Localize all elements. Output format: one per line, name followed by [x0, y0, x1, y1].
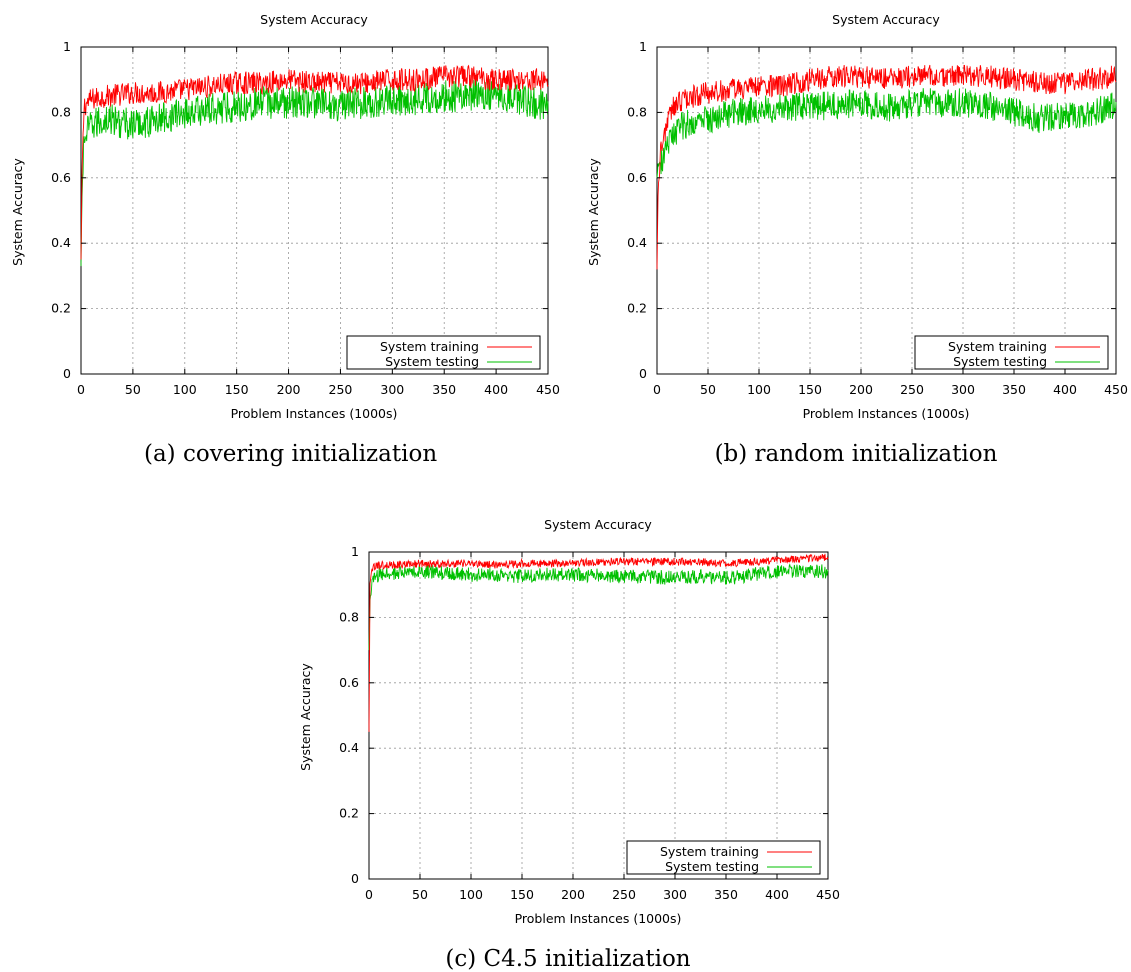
legend-label: System testing: [385, 354, 479, 369]
caption-b: (b) random initialization: [714, 441, 998, 467]
series-layer: [80, 64, 549, 267]
x-tick-label: 400: [1053, 382, 1077, 397]
chart-title: System Accuracy: [544, 517, 652, 532]
y-tick-label: 0.8: [627, 104, 647, 119]
x-tick-label: 200: [561, 887, 585, 902]
series-line-training: [80, 64, 549, 260]
y-tick-label: 1: [639, 39, 647, 54]
legend-label: System testing: [665, 859, 759, 874]
x-tick-label: 400: [765, 887, 789, 902]
series-layer: [368, 553, 829, 732]
x-tick-label: 400: [484, 382, 508, 397]
legend-label: System training: [660, 844, 759, 859]
x-tick-label: 200: [849, 382, 873, 397]
y-tick-label: 0.8: [339, 609, 359, 624]
series-line-testing: [368, 563, 829, 651]
legend-box: [914, 335, 1109, 370]
chart-b-svg: System Accuracy 0 50 100 150 200 250 300 350 400…: [586, 12, 1128, 421]
y-tick-label: 0.4: [339, 740, 359, 755]
y-tick-label: 0: [639, 366, 647, 381]
y-axis-label: System Accuracy: [10, 158, 25, 266]
legend-label: System testing: [953, 354, 1047, 369]
x-tick-label: 150: [225, 382, 249, 397]
x-tick-label: 350: [1002, 382, 1026, 397]
plot-frame: [656, 46, 1117, 375]
legend-box: [346, 335, 541, 370]
x-tick-label: 150: [798, 382, 822, 397]
x-tick-label: 450: [536, 382, 560, 397]
y-tick-label: 0.6: [339, 675, 359, 690]
x-tick-label: 100: [173, 382, 197, 397]
series-line-testing: [80, 79, 549, 267]
chart-c-svg: System Accuracy 0 50 100 150 200 250 300 350 400…: [298, 517, 840, 926]
x-tick-label: 300: [380, 382, 404, 397]
x-tick-label: 0: [653, 382, 661, 397]
legend-label: System training: [948, 339, 1047, 354]
y-tick-label: 0.2: [339, 806, 359, 821]
x-tick-label: 250: [329, 382, 353, 397]
y-tick-label: 0.2: [627, 301, 647, 316]
tick-labels: 0 50 100 150 200 250 300 350 400 450 0 0.2 0.4 0.6 0.8…: [339, 544, 840, 902]
x-axis-label: Problem Instances (1000s): [231, 406, 398, 421]
chart-a-svg: System Accuracy 0 50 100 150 200 250 300 350 400…: [10, 12, 560, 421]
chart-panel-c: System Accuracy 0 50 100 150 200 250 300 350 400…: [288, 505, 848, 935]
y-tick-label: 0: [63, 366, 71, 381]
plot-frame: [80, 46, 549, 375]
x-tick-label: 0: [365, 887, 373, 902]
caption-c: (c) C4.5 initialization: [445, 946, 691, 972]
chart-panel-a: System Accuracy 0 50 100 150 200 250 300 350 400…: [0, 0, 560, 430]
y-tick-label: 0.2: [51, 301, 71, 316]
x-tick-label: 50: [412, 887, 428, 902]
x-tick-label: 100: [459, 887, 483, 902]
y-tick-label: 0.8: [51, 104, 71, 119]
chart-panel-b: System Accuracy 0 50 100 150 200 250 300 350 400…: [576, 0, 1131, 430]
series-layer: [656, 64, 1117, 270]
tick-labels: 0 50 100 150 200 250 300 350 400 450 0 0.2 0.4 0.6 0.8…: [51, 39, 560, 397]
y-tick-label: 0.4: [627, 235, 647, 250]
x-tick-label: 250: [900, 382, 924, 397]
legend-box: [626, 840, 821, 875]
grid: [369, 552, 828, 879]
x-axis-label: Problem Instances (1000s): [515, 911, 682, 926]
y-tick-label: 1: [63, 39, 71, 54]
x-tick-label: 50: [125, 382, 141, 397]
x-tick-label: 350: [432, 382, 456, 397]
x-tick-label: 450: [1104, 382, 1128, 397]
y-tick-label: 0.6: [51, 170, 71, 185]
y-tick-label: 1: [351, 544, 359, 559]
caption-a: (a) covering initialization: [144, 441, 438, 467]
chart-title: System Accuracy: [832, 12, 940, 27]
x-tick-label: 250: [612, 887, 636, 902]
x-tick-label: 350: [714, 887, 738, 902]
y-tick-label: 0: [351, 871, 359, 886]
legend-label: System training: [380, 339, 479, 354]
x-tick-label: 200: [277, 382, 301, 397]
x-tick-label: 450: [816, 887, 840, 902]
tick-labels: 0 50 100 150 200 250 300 350 400 450 0 0.2 0.4 0.6 0.8…: [627, 39, 1128, 397]
x-tick-label: 100: [747, 382, 771, 397]
x-tick-label: 50: [700, 382, 716, 397]
y-tick-label: 0.4: [51, 235, 71, 250]
series-line-training: [656, 64, 1117, 270]
chart-title: System Accuracy: [260, 12, 368, 27]
x-tick-label: 300: [663, 887, 687, 902]
x-axis-label: Problem Instances (1000s): [803, 406, 970, 421]
y-tick-label: 0.6: [627, 170, 647, 185]
x-tick-label: 300: [951, 382, 975, 397]
y-axis-label: System Accuracy: [298, 663, 313, 771]
y-axis-label: System Accuracy: [586, 158, 601, 266]
x-tick-label: 0: [77, 382, 85, 397]
plot-frame: [368, 551, 829, 880]
x-tick-label: 150: [510, 887, 534, 902]
series-line-testing: [656, 88, 1117, 178]
series-line-training: [368, 553, 829, 732]
